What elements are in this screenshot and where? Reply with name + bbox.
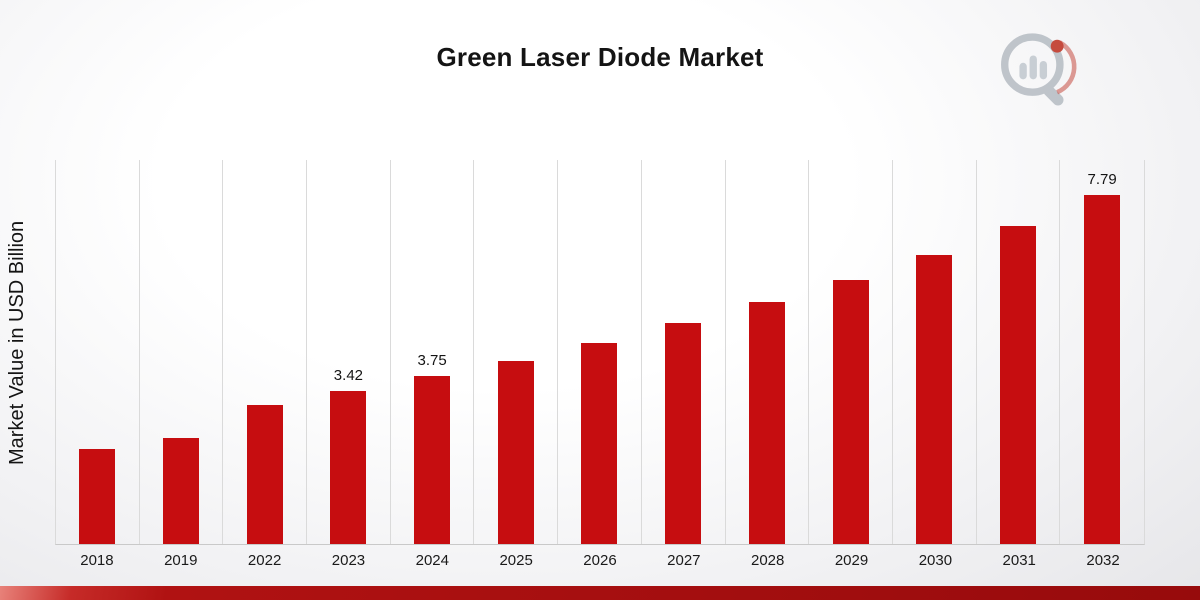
bar-2029	[832, 279, 869, 544]
footer-ribbon	[0, 586, 1200, 600]
bar-value-label-2032: 7.79	[1087, 171, 1117, 189]
x-tick-2028: 2028	[751, 552, 785, 569]
bar-cell-2030	[893, 160, 977, 544]
x-tick-2024: 2024	[415, 552, 449, 569]
x-tick-2019: 2019	[164, 552, 198, 569]
bar-2030	[916, 255, 953, 544]
y-axis-label: Market Value in USD Billion	[6, 220, 28, 465]
bar-cell-2024: 3.75	[391, 160, 475, 544]
bar-2028	[748, 302, 785, 544]
bar-2025	[497, 360, 534, 544]
bar-cell-2019	[140, 160, 224, 544]
x-tick-2025: 2025	[499, 552, 533, 569]
bar-cell-2025	[474, 160, 559, 544]
bar-cell-2031	[977, 160, 1061, 544]
x-tick-2029: 2029	[834, 552, 869, 569]
x-tick-2026: 2026	[583, 552, 617, 569]
bar-cell-2029	[809, 160, 893, 544]
chart-title: Green Laser Diode Market	[436, 42, 764, 72]
bar-cell-2018	[56, 160, 140, 544]
bar-2022	[246, 405, 283, 544]
bar-value-label-2023: 3.42	[333, 366, 364, 384]
bar-cell-2023: 3.42	[307, 160, 391, 544]
x-tick-2022: 2022	[247, 552, 282, 569]
bar-2023	[330, 390, 367, 544]
x-tick-2030: 2030	[918, 552, 953, 569]
bar-2024	[414, 376, 451, 544]
plot-area: 3.42 3.75 7.79	[55, 160, 1145, 545]
bar-2018	[79, 449, 116, 544]
x-tick-2032: 2032	[1086, 552, 1120, 569]
bar-2031	[999, 226, 1036, 544]
x-tick-2027: 2027	[667, 552, 701, 569]
bar-cell-2022	[223, 160, 308, 544]
x-tick-2023: 2023	[331, 552, 366, 569]
bar-2019	[163, 437, 200, 544]
bar-cell-2032: 7.79	[1060, 160, 1144, 544]
market-research-future-logo-icon	[1001, 33, 1077, 106]
x-tick-2031: 2031	[1002, 552, 1036, 569]
bar-value-label-2024: 3.75	[417, 352, 447, 370]
bar-2032	[1084, 195, 1121, 544]
bar-2027	[665, 323, 702, 544]
bar-2026	[581, 342, 618, 544]
x-tick-2018: 2018	[80, 552, 114, 569]
bar-cell-2028	[726, 160, 810, 544]
bar-cell-2027	[642, 160, 726, 544]
bar-cell-2026	[558, 160, 642, 544]
x-axis: 2018 2019 2022 2023 2024 2025 2026 2027 2028 2029…	[55, 552, 1145, 569]
